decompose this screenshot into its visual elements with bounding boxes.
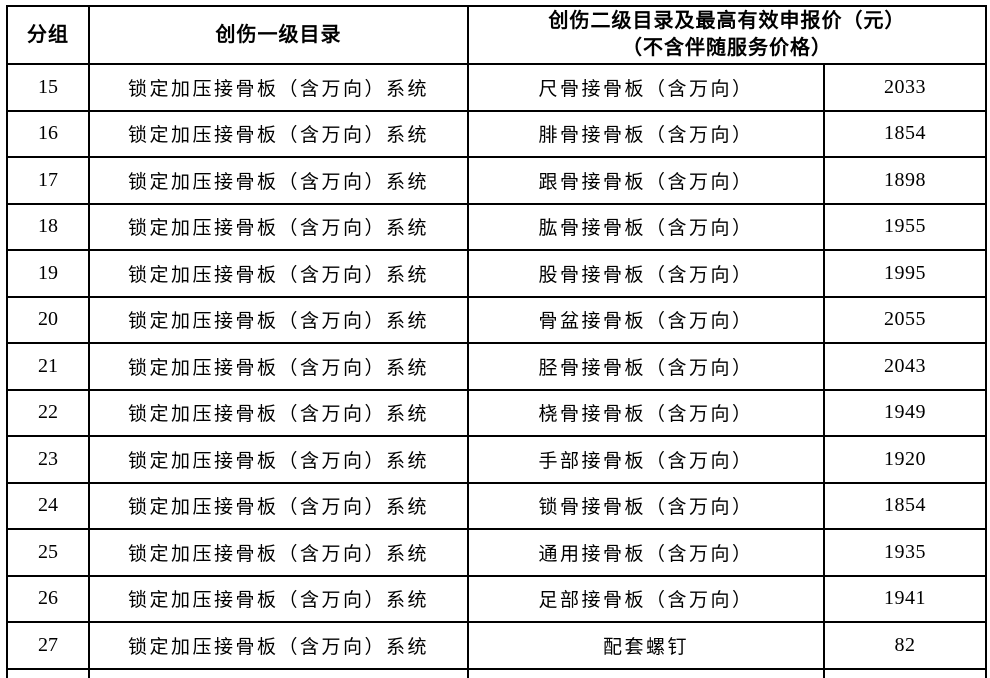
level2-catalog-cell: 股骨接骨板（含万向） bbox=[467, 249, 825, 298]
table-body: 15 锁定加压接骨板（含万向）系统 尺骨接骨板（含万向） 2033 16 锁定加压接骨板（… bbox=[6, 63, 987, 678]
level2-catalog-cell: 手部接骨板（含万向） bbox=[467, 435, 825, 484]
table-row: 20 锁定加压接骨板（含万向）系统 骨盆接骨板（含万向） 2055 bbox=[6, 295, 987, 344]
group-cell: 26 bbox=[6, 574, 90, 623]
table-row: 16 锁定加压接骨板（含万向）系统 腓骨接骨板（含万向） 1854 bbox=[6, 109, 987, 158]
table-header: 分组 创伤一级目录 创伤二级目录及最高有效申报价（元） （不含伴随服务价格） bbox=[6, 5, 987, 65]
price-cell: 1935 bbox=[823, 528, 987, 577]
header-level1-catalog: 创伤一级目录 bbox=[88, 5, 469, 65]
group-cell: 19 bbox=[6, 249, 90, 298]
level1-catalog-cell: 锁定加压接骨板（含万向）系统 bbox=[88, 156, 469, 205]
level1-catalog-cell: 锁定加压接骨板（含万向）系统 bbox=[88, 388, 469, 437]
group-cell: 17 bbox=[6, 156, 90, 205]
level1-catalog-cell: 锁定加压接骨板（含万向）系统 bbox=[88, 481, 469, 530]
table-row: 21 锁定加压接骨板（含万向）系统 胫骨接骨板（含万向） 2043 bbox=[6, 342, 987, 391]
group-cell: 22 bbox=[6, 388, 90, 437]
price-cell: 1898 bbox=[823, 156, 987, 205]
group-cell: 18 bbox=[6, 202, 90, 251]
header-level2-line2: （不含伴随服务价格） bbox=[622, 37, 832, 59]
level1-catalog-cell: 锁定加压接骨板（含万向）系统 bbox=[88, 295, 469, 344]
price-cell: 1854 bbox=[823, 109, 987, 158]
level2-catalog-cell: 尺骨接骨板（含万向） bbox=[467, 63, 825, 112]
price-cell: 82 bbox=[823, 621, 987, 670]
header-row: 分组 创伤一级目录 创伤二级目录及最高有效申报价（元） （不含伴随服务价格） bbox=[6, 5, 987, 65]
level2-catalog-cell: 肱骨接骨板（含万向） bbox=[467, 202, 825, 251]
level2-catalog-cell: 胫骨接骨板（含万向） bbox=[467, 342, 825, 391]
table-row: 25 锁定加压接骨板（含万向）系统 通用接骨板（含万向） 1935 bbox=[6, 528, 987, 577]
table-row: 22 锁定加压接骨板（含万向）系统 桡骨接骨板（含万向） 1949 bbox=[6, 388, 987, 437]
level2-catalog-cell: 配套螺钉 bbox=[467, 621, 825, 670]
price-cell: 2043 bbox=[823, 342, 987, 391]
level1-catalog-cell: 锁定加压接骨板（含万向）系统 bbox=[88, 435, 469, 484]
table-row: 18 锁定加压接骨板（含万向）系统 肱骨接骨板（含万向） 1955 bbox=[6, 202, 987, 251]
price-cell: 1941 bbox=[823, 574, 987, 623]
table-row: 17 锁定加压接骨板（含万向）系统 跟骨接骨板（含万向） 1898 bbox=[6, 156, 987, 205]
header-group: 分组 bbox=[6, 5, 90, 65]
table-row-partial bbox=[6, 667, 987, 678]
group-cell: 16 bbox=[6, 109, 90, 158]
level1-catalog-cell: 锁定加压接骨板（含万向）系统 bbox=[88, 63, 469, 112]
table-row: 23 锁定加压接骨板（含万向）系统 手部接骨板（含万向） 1920 bbox=[6, 435, 987, 484]
group-cell: 25 bbox=[6, 528, 90, 577]
table-row: 27 锁定加压接骨板（含万向）系统 配套螺钉 82 bbox=[6, 621, 987, 670]
price-cell: 1955 bbox=[823, 202, 987, 251]
table-row: 15 锁定加压接骨板（含万向）系统 尺骨接骨板（含万向） 2033 bbox=[6, 63, 987, 112]
table-row: 26 锁定加压接骨板（含万向）系统 足部接骨板（含万向） 1941 bbox=[6, 574, 987, 623]
header-level2-catalog-price: 创伤二级目录及最高有效申报价（元） （不含伴随服务价格） bbox=[467, 5, 987, 65]
price-cell: 1995 bbox=[823, 249, 987, 298]
level1-catalog-cell-partial bbox=[88, 667, 469, 678]
group-cell-partial bbox=[6, 667, 90, 678]
price-cell: 1949 bbox=[823, 388, 987, 437]
group-cell: 24 bbox=[6, 481, 90, 530]
level1-catalog-cell: 锁定加压接骨板（含万向）系统 bbox=[88, 574, 469, 623]
table-row: 19 锁定加压接骨板（含万向）系统 股骨接骨板（含万向） 1995 bbox=[6, 249, 987, 298]
table-row: 24 锁定加压接骨板（含万向）系统 锁骨接骨板（含万向） 1854 bbox=[6, 481, 987, 530]
level1-catalog-cell: 锁定加压接骨板（含万向）系统 bbox=[88, 249, 469, 298]
level2-catalog-cell: 足部接骨板（含万向） bbox=[467, 574, 825, 623]
group-cell: 27 bbox=[6, 621, 90, 670]
price-cell: 2055 bbox=[823, 295, 987, 344]
group-cell: 23 bbox=[6, 435, 90, 484]
level2-catalog-cell: 通用接骨板（含万向） bbox=[467, 528, 825, 577]
level1-catalog-cell: 锁定加压接骨板（含万向）系统 bbox=[88, 202, 469, 251]
group-cell: 15 bbox=[6, 63, 90, 112]
level2-catalog-cell: 跟骨接骨板（含万向） bbox=[467, 156, 825, 205]
price-cell: 1920 bbox=[823, 435, 987, 484]
price-cell-partial bbox=[823, 667, 987, 678]
level2-catalog-cell: 锁骨接骨板（含万向） bbox=[467, 481, 825, 530]
level2-catalog-cell: 腓骨接骨板（含万向） bbox=[467, 109, 825, 158]
trauma-price-table: 分组 创伤一级目录 创伤二级目录及最高有效申报价（元） （不含伴随服务价格） 1… bbox=[6, 5, 987, 678]
level1-catalog-cell: 锁定加压接骨板（含万向）系统 bbox=[88, 528, 469, 577]
level1-catalog-cell: 锁定加压接骨板（含万向）系统 bbox=[88, 621, 469, 670]
level2-catalog-cell: 桡骨接骨板（含万向） bbox=[467, 388, 825, 437]
level2-catalog-cell: 骨盆接骨板（含万向） bbox=[467, 295, 825, 344]
group-cell: 20 bbox=[6, 295, 90, 344]
level1-catalog-cell: 锁定加压接骨板（含万向）系统 bbox=[88, 109, 469, 158]
header-level2-line1: 创伤二级目录及最高有效申报价（元） bbox=[548, 10, 906, 32]
price-cell: 2033 bbox=[823, 63, 987, 112]
level2-catalog-cell-partial bbox=[467, 667, 825, 678]
level1-catalog-cell: 锁定加压接骨板（含万向）系统 bbox=[88, 342, 469, 391]
group-cell: 21 bbox=[6, 342, 90, 391]
price-cell: 1854 bbox=[823, 481, 987, 530]
